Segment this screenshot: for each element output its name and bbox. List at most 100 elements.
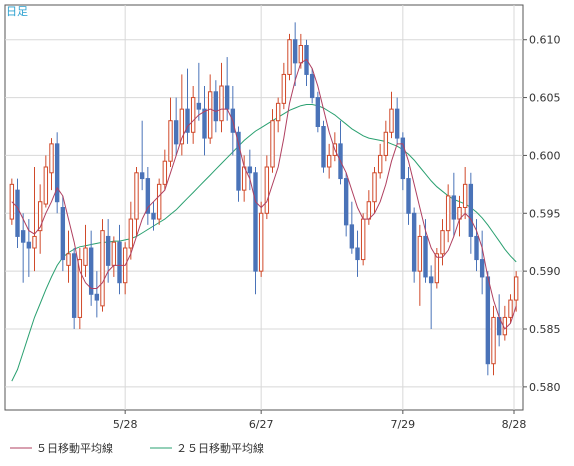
candle-body bbox=[173, 120, 179, 145]
candle-body bbox=[417, 235, 423, 272]
candle-body bbox=[423, 235, 428, 278]
ma5-line bbox=[11, 58, 517, 330]
x-tick-label: 8/28 bbox=[502, 418, 527, 431]
candle-body bbox=[315, 97, 321, 127]
ma5-layer bbox=[11, 58, 517, 330]
candle-body bbox=[400, 137, 406, 180]
candle-body bbox=[275, 102, 281, 122]
candle-body bbox=[264, 166, 270, 214]
candle-body bbox=[224, 85, 230, 110]
candle-body bbox=[54, 143, 60, 203]
candle-body bbox=[366, 201, 372, 220]
candle-body bbox=[105, 235, 111, 266]
candle-body bbox=[440, 230, 445, 255]
candle-body bbox=[343, 178, 349, 226]
candle-body bbox=[196, 102, 202, 110]
ma25-layer bbox=[11, 104, 517, 382]
candle-body bbox=[451, 195, 457, 220]
legend-label-ma25: ２５日移動平均線 bbox=[176, 441, 264, 455]
candle-body bbox=[168, 120, 173, 162]
candle-body bbox=[185, 108, 190, 133]
candle-body bbox=[270, 120, 275, 168]
candle-body bbox=[349, 224, 355, 249]
candle-body bbox=[474, 235, 479, 261]
candle-body bbox=[83, 247, 88, 266]
candle-body bbox=[411, 212, 417, 272]
y-tick-label: 0.595 bbox=[529, 207, 561, 220]
candle-body bbox=[139, 172, 145, 180]
candle-body bbox=[207, 91, 213, 139]
y-tick-label: 0.590 bbox=[529, 265, 561, 278]
candle-body bbox=[219, 85, 224, 122]
candle-body bbox=[32, 235, 37, 249]
legend: ５日移動平均線 ２５日移動平均線 bbox=[10, 441, 264, 455]
candle-body bbox=[71, 253, 77, 318]
axis-layer: 0.580 0.585 0.590 0.595 0.600 0.605 0.610 5/28 6… bbox=[113, 34, 561, 431]
candle-body bbox=[20, 230, 26, 243]
candle-body bbox=[43, 166, 49, 205]
candle-body bbox=[202, 108, 207, 139]
candle-body bbox=[117, 241, 122, 284]
candle-body bbox=[321, 126, 326, 168]
timeframe-label: 日足 bbox=[6, 5, 28, 18]
plot-border bbox=[4, 4, 524, 411]
x-tick-label: 5/28 bbox=[113, 418, 138, 431]
candle-body bbox=[394, 108, 400, 139]
candle-body bbox=[247, 166, 253, 174]
candle-body bbox=[445, 195, 451, 232]
candle-body bbox=[134, 172, 139, 220]
candle-body bbox=[15, 189, 20, 237]
candle-body bbox=[326, 154, 332, 168]
candle-body bbox=[468, 183, 474, 237]
candle-body bbox=[462, 183, 468, 209]
y-tick-label: 0.580 bbox=[529, 381, 561, 394]
candle-body bbox=[360, 218, 366, 261]
candle-body bbox=[258, 212, 264, 272]
candle-body bbox=[292, 39, 298, 64]
candle-body bbox=[111, 241, 117, 266]
candle-body bbox=[162, 160, 168, 185]
candle-body bbox=[485, 276, 491, 365]
candle-body bbox=[406, 178, 411, 214]
candle-body bbox=[428, 276, 434, 284]
candle-body bbox=[151, 212, 156, 220]
candle-body bbox=[377, 154, 383, 174]
candle-body bbox=[66, 253, 71, 266]
candle-body bbox=[479, 259, 485, 278]
x-tick-label: 7/29 bbox=[390, 418, 415, 431]
candle-body bbox=[37, 201, 43, 232]
candle-body bbox=[287, 39, 292, 75]
candle-body bbox=[60, 207, 66, 261]
y-tick-label: 0.610 bbox=[529, 34, 561, 47]
candle-body bbox=[513, 276, 519, 301]
candle-body bbox=[26, 241, 32, 249]
candle-body bbox=[190, 97, 196, 133]
candle-body bbox=[434, 253, 440, 284]
candle-body bbox=[372, 172, 377, 203]
candle-body bbox=[309, 73, 315, 99]
candle-body bbox=[128, 218, 134, 249]
candle-body bbox=[213, 91, 219, 122]
y-tick-label: 0.585 bbox=[529, 323, 561, 336]
candle-body bbox=[88, 247, 94, 295]
candle-body bbox=[508, 299, 513, 318]
candle-body bbox=[491, 316, 496, 365]
candle-body bbox=[281, 73, 287, 104]
candle-body bbox=[236, 131, 241, 191]
candle-body bbox=[145, 178, 151, 214]
candle-body bbox=[253, 172, 258, 272]
candle-body bbox=[389, 108, 394, 133]
candle-body bbox=[156, 183, 162, 220]
ma25-line bbox=[11, 104, 517, 382]
candle-body bbox=[100, 230, 105, 307]
y-tick-label: 0.600 bbox=[529, 149, 561, 162]
candle-body bbox=[94, 293, 100, 301]
candle-body bbox=[383, 131, 389, 156]
candle-body bbox=[77, 259, 83, 318]
legend-label-ma5: ５日移動平均線 bbox=[36, 441, 113, 455]
candle-body bbox=[179, 108, 185, 145]
x-tick-label: 6/27 bbox=[249, 418, 274, 431]
y-tick-label: 0.605 bbox=[529, 92, 561, 105]
